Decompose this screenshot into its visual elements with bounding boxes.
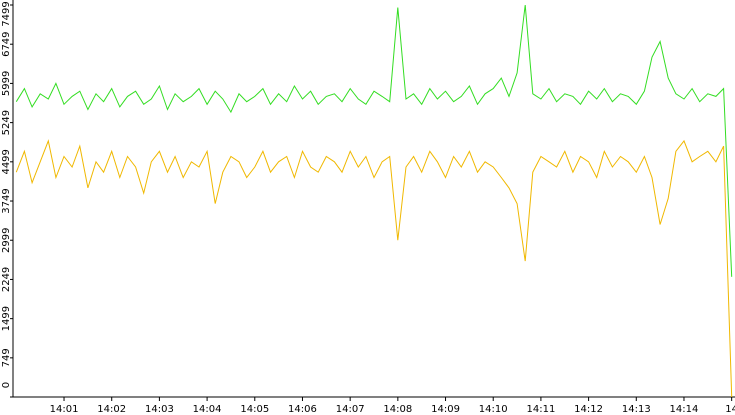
x-tick-label: 14:06 xyxy=(288,404,317,415)
y-tick-label: 7499 xyxy=(1,1,12,26)
y-tick-label: 3749 xyxy=(1,188,12,213)
y-tick-label: 5249 xyxy=(1,110,12,135)
x-tick-label: 14:02 xyxy=(97,404,126,415)
series-line xyxy=(15,139,733,398)
x-tick-label: 14 xyxy=(725,404,735,415)
series-line xyxy=(15,4,733,277)
x-tick-label: 14:09 xyxy=(431,404,460,415)
x-tick-label: 14:12 xyxy=(574,404,603,415)
y-tick-label: 0 xyxy=(1,382,12,388)
x-tick-label: 14:07 xyxy=(336,404,365,415)
y-tick-label: 4499 xyxy=(1,149,12,174)
x-tick-label: 14:13 xyxy=(622,404,651,415)
x-tick-label: 14:11 xyxy=(526,404,555,415)
x-tick-label: 14:03 xyxy=(145,404,174,415)
x-tick-label: 14:04 xyxy=(193,404,222,415)
x-tick-label: 14:14 xyxy=(670,404,699,415)
y-tick-label: 6749 xyxy=(1,31,12,56)
y-tick-label: 2999 xyxy=(1,228,12,253)
x-tick-label: 14:01 xyxy=(50,404,79,415)
x-tick-label: 14:10 xyxy=(479,404,508,415)
y-tick-label: 2249 xyxy=(1,267,12,292)
y-tick-label: 1499 xyxy=(1,306,12,331)
x-tick-label: 14:05 xyxy=(240,404,269,415)
y-tick-label: 749 xyxy=(1,348,12,367)
y-tick-label: 5999 xyxy=(1,71,12,96)
x-tick-label: 14:08 xyxy=(383,404,412,415)
